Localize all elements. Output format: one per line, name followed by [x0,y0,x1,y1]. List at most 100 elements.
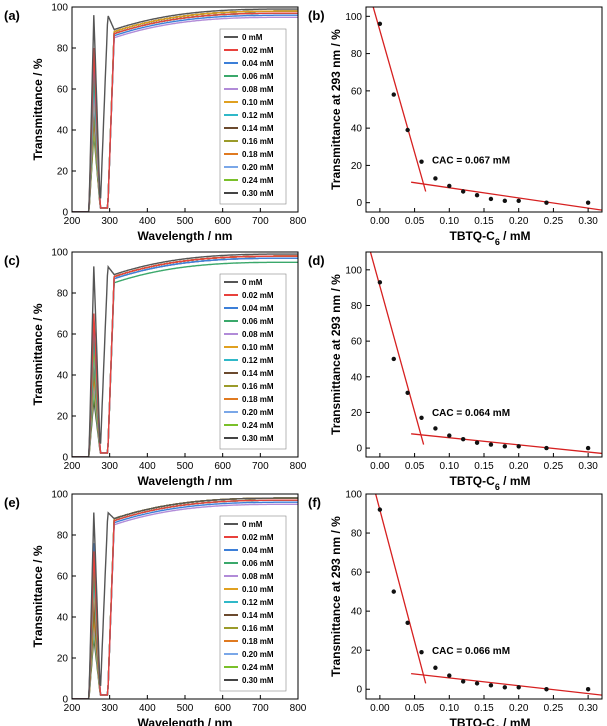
x-tick-label: 0.00 [370,703,390,714]
y-tick-label: 40 [351,372,363,383]
legend-label: 0.20 mM [242,163,274,172]
x-axis-title: TBTQ-C6 / mM [449,229,530,247]
x-tick-label: 400 [139,461,156,472]
legend-label: 0.06 mM [242,72,274,81]
y-tick-label: 0 [62,208,68,219]
data-point [516,198,521,204]
data-point [474,440,480,445]
x-tick-label: 0.25 [544,216,564,227]
x-axis-title: Wavelength / nm [138,229,233,243]
x-tick-label: 0.30 [578,703,598,714]
panel-label: (f) [308,495,321,510]
data-point [419,415,424,420]
legend-label: 0.06 mM [242,317,274,326]
panel-c: 0 mM 0.02 mM 0.04 mM 0.06 mM 0.08 mM 0.10 mM 0… [4,248,307,489]
data-point [405,127,410,133]
panel-label: (d) [308,253,325,268]
y-tick-label: 100 [51,3,68,14]
y-tick-label: 0 [356,444,362,455]
y-tick-label: 40 [351,607,363,618]
x-tick-label: 600 [214,703,231,714]
legend-label: 0.18 mM [242,637,274,646]
x-tick-label: 0.30 [578,216,598,227]
legend-label: 0.02 mM [242,46,274,55]
y-tick-label: 100 [345,265,362,276]
fit-line [411,181,602,211]
y-tick-label: 80 [351,301,363,312]
legend-label: 0.10 mM [242,585,274,594]
legend-label: 0.24 mM [242,421,274,430]
legend-label: 0.08 mM [242,572,274,581]
legend-label: 0.12 mM [242,598,274,607]
y-tick-label: 20 [57,167,69,178]
y-tick-label: 60 [57,330,69,341]
legend-label: 0.16 mM [242,382,274,391]
data-point [447,673,452,678]
panel-label: (a) [4,8,20,23]
axes-frame [365,6,603,213]
y-tick-label: 100 [51,248,68,259]
data-point [488,683,494,688]
data-point [377,21,383,26]
legend-label: 0.14 mM [242,124,274,133]
data-point [391,92,396,97]
x-tick-label: 800 [290,461,307,472]
y-tick-label: 80 [351,529,363,540]
data-point [419,649,424,655]
y-tick-label: 60 [351,568,363,579]
x-tick-label: 0.05 [405,216,425,227]
x-tick-label: 600 [214,216,231,227]
y-axis-title: Transmittance at 293 nm / % [329,516,343,677]
cac-annotation: CAC = 0.064 mM [432,408,510,419]
x-tick-label: 0.15 [474,461,494,472]
y-tick-label: 80 [57,289,69,300]
x-axis-title: Wavelength / nm [138,716,233,726]
y-tick-label: 20 [351,408,363,419]
legend-label: 0.16 mM [242,137,274,146]
data-point [516,685,521,690]
y-tick-label: 40 [351,124,363,135]
data-point [377,507,383,512]
x-tick-label: 700 [252,461,269,472]
x-tick-label: 0.05 [405,703,425,714]
legend-label: 0.04 mM [242,59,274,68]
fit-line [411,672,602,696]
panel-label: (e) [4,495,20,510]
x-tick-label: 300 [101,461,118,472]
x-tick-label: 800 [290,216,307,227]
data-point [377,280,383,285]
x-tick-label: 400 [139,216,156,227]
y-tick-label: 20 [351,646,363,657]
legend-box [219,515,287,692]
x-tick-label: 0.10 [440,461,460,472]
legend-label: 0.12 mM [242,356,274,365]
x-tick-label: 300 [101,216,118,227]
x-tick-label: 0.20 [509,461,529,472]
axes-frame [365,493,603,700]
data-point [474,193,480,198]
series-line [72,499,298,699]
legend-label: 0.10 mM [242,98,274,107]
x-tick-label: 200 [64,216,81,227]
panel-d: CAC = 0.064 mM 0.00 0.05 0.10 0.15 0.20 0.25 0.… [308,251,603,492]
y-tick-label: 0 [62,453,68,464]
y-tick-label: 60 [57,572,69,583]
legend-label: 0.20 mM [242,650,274,659]
plot-area [72,253,298,457]
legend-label: 0.24 mM [242,663,274,672]
x-tick-label: 0.00 [370,216,390,227]
legend: 0 mM 0.02 mM 0.04 mM 0.06 mM 0.08 mM 0.10 mM 0… [219,273,287,450]
legend-label: 0.06 mM [242,559,274,568]
legend-label: 0.14 mM [242,369,274,378]
data-point [460,189,466,194]
x-tick-label: 300 [101,703,118,714]
legend-label: 0.30 mM [242,676,274,685]
legend-label: 0 mM [242,278,263,287]
data-point [544,200,549,205]
y-tick-label: 0 [62,695,68,706]
legend-label: 0.20 mM [242,408,274,417]
plot-area [372,7,602,211]
y-tick-label: 60 [57,85,69,96]
x-tick-label: 200 [64,461,81,472]
legend-label: 0 mM [242,33,263,42]
